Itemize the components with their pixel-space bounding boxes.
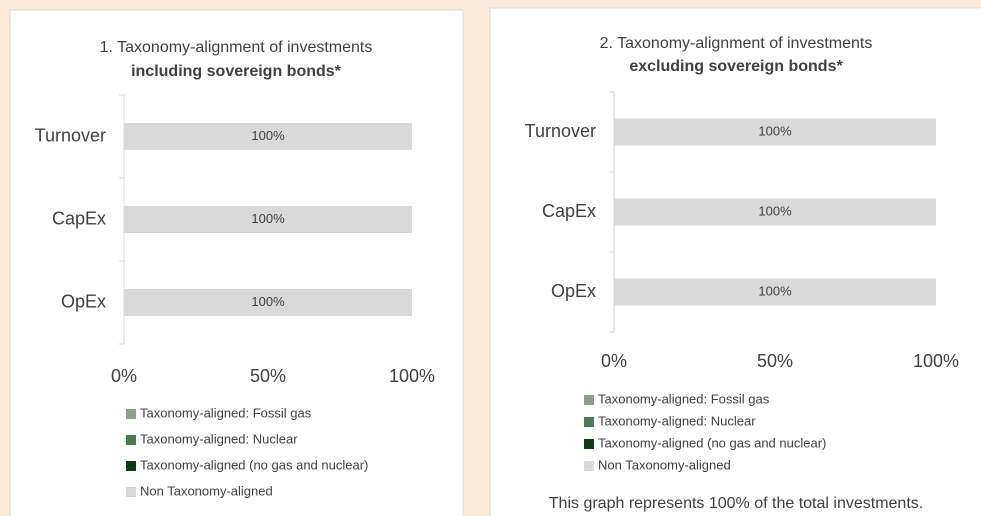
chart-panel (489, 7, 981, 516)
legend-swatch (126, 409, 136, 419)
data-label: 100% (758, 203, 792, 218)
note: This graph represents 100% of the total … (549, 495, 923, 512)
bar (614, 118, 936, 146)
legend-swatch (584, 417, 594, 427)
chart-subtitle: excluding sovereign bonds* (629, 58, 843, 75)
y-tick-label: CapEx (542, 201, 596, 221)
chart-title: 1. Taxonomy-alignment of investments (100, 39, 373, 56)
bar (124, 206, 412, 233)
legend-label: Taxonomy-aligned: Nuclear (598, 413, 756, 428)
x-tick-label: 50% (250, 366, 286, 386)
legend-label: Taxonomy-aligned: Fossil gas (598, 391, 770, 406)
y-tick-label: CapEx (52, 208, 106, 228)
x-tick-label: 0% (601, 351, 627, 371)
chart-title: 2. Taxonomy-alignment of investments (600, 35, 873, 52)
data-label: 100% (251, 211, 285, 226)
chart-subtitle: including sovereign bonds* (131, 63, 342, 80)
legend-swatch (584, 461, 594, 471)
legend-label: Non Taxonomy-aligned (140, 483, 273, 498)
legend-swatch (584, 395, 594, 405)
legend-label: Taxonomy-aligned: Fossil gas (140, 405, 312, 420)
legend-swatch (584, 439, 594, 449)
chart-panel (9, 9, 464, 516)
y-tick-label: OpEx (61, 291, 106, 311)
data-label: 100% (251, 294, 285, 309)
x-tick-label: 100% (913, 351, 959, 371)
y-tick-label: Turnover (35, 125, 106, 145)
x-tick-label: 0% (111, 366, 137, 386)
y-tick-label: Turnover (525, 121, 596, 141)
bar (614, 278, 936, 306)
data-label: 100% (758, 283, 792, 298)
bar (124, 123, 412, 150)
bar (614, 198, 936, 226)
legend-label: Taxonomy-aligned (no gas and nuclear) (140, 457, 368, 472)
data-label: 100% (251, 128, 285, 143)
legend-swatch (126, 487, 136, 497)
x-tick-label: 50% (757, 351, 793, 371)
x-tick-label: 100% (389, 366, 435, 386)
legend-label: Taxonomy-aligned (no gas and nuclear) (598, 435, 826, 450)
data-label: 100% (758, 123, 792, 138)
y-tick-label: OpEx (551, 281, 596, 301)
legend-swatch (126, 435, 136, 445)
bar (124, 289, 412, 316)
legend-label: Taxonomy-aligned: Nuclear (140, 431, 298, 446)
legend-label: Non Taxonomy-aligned (598, 457, 731, 472)
legend-swatch (126, 461, 136, 471)
